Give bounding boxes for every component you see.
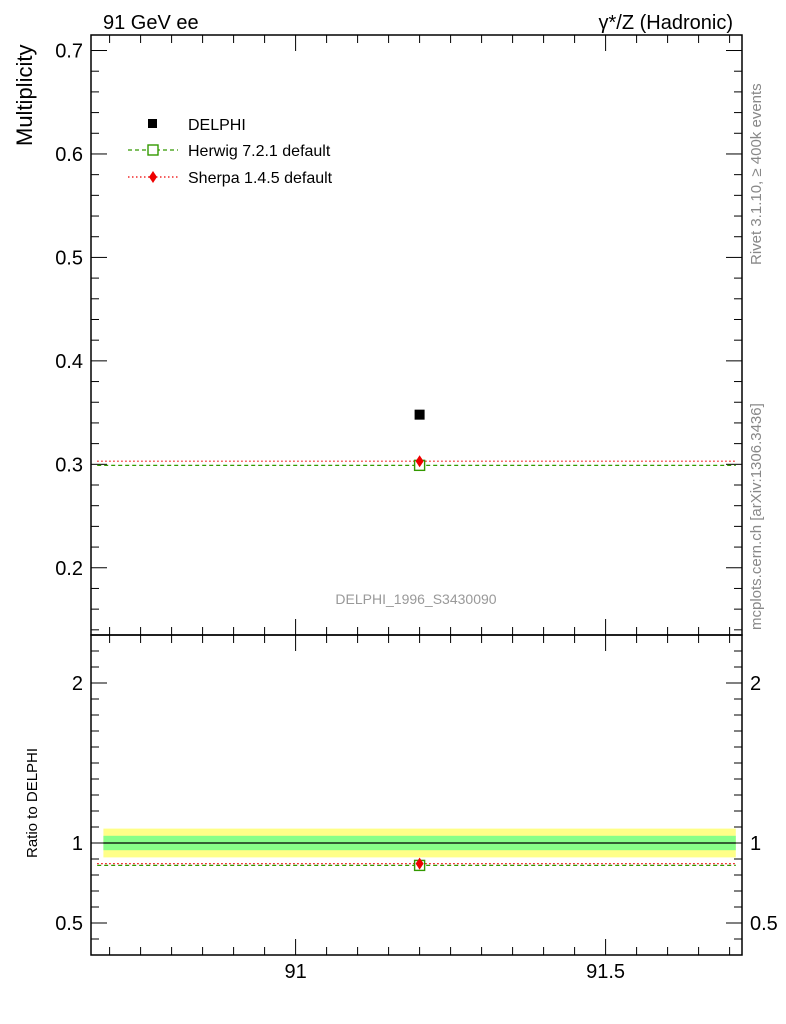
ratio-ytick-label-left: 2 bbox=[72, 673, 83, 695]
sherpa-point bbox=[415, 455, 424, 468]
main-ytick-label: 0.2 bbox=[55, 558, 83, 580]
legend-sherpa-marker bbox=[149, 171, 157, 183]
data-marks bbox=[97, 409, 736, 872]
legend-herwig-label: Herwig 7.2.1 default bbox=[188, 143, 331, 160]
axis-ticks: 0.2 0.3 0.4 0.5 0.6 0.7 91 91.5 0.5 0.5 1 1 2 2 bbox=[55, 35, 778, 983]
legend: DELPHI Herwig 7.2.1 default Sherpa 1.4.5… bbox=[128, 117, 333, 187]
mcplots-label: mcplots.cern.ch [arXiv:1306.3436] bbox=[748, 403, 765, 630]
main-ytick-label: 0.5 bbox=[55, 247, 83, 269]
xtick-label: 91 bbox=[284, 961, 306, 983]
ratio-ytick-label-right: 0.5 bbox=[750, 913, 778, 935]
legend-delphi-marker bbox=[148, 119, 157, 128]
ratio-ytick-label-left: 1 bbox=[72, 833, 83, 855]
ratio-ytick-label-right: 1 bbox=[750, 833, 761, 855]
main-ylabel: Multiplicity bbox=[12, 45, 37, 146]
main-ytick-label: 0.6 bbox=[55, 144, 83, 166]
ratio-sherpa-point bbox=[415, 857, 424, 870]
ratio-ylabel: Ratio to DELPHI bbox=[24, 748, 41, 858]
ratio-plot-frame bbox=[90, 634, 743, 956]
legend-sherpa-label: Sherpa 1.4.5 default bbox=[188, 170, 333, 187]
process-title: 91 GeV ee bbox=[103, 12, 199, 34]
process-subtitle: γ*/Z (Hadronic) bbox=[599, 12, 733, 34]
delphi-point bbox=[414, 409, 425, 420]
legend-delphi-label: DELPHI bbox=[188, 117, 246, 134]
main-ytick-label: 0.3 bbox=[55, 454, 83, 476]
xtick-label: 91.5 bbox=[586, 961, 625, 983]
analysis-watermark: DELPHI_1996_S3430090 bbox=[335, 591, 496, 607]
ratio-ytick-label-left: 0.5 bbox=[55, 913, 83, 935]
legend-herwig-marker bbox=[147, 144, 159, 156]
rivet-label: Rivet 3.1.10, ≥ 400k events bbox=[748, 83, 765, 265]
main-ytick-label: 0.4 bbox=[55, 351, 83, 373]
main-ytick-label: 0.7 bbox=[55, 41, 83, 63]
ratio-ytick-label-right: 2 bbox=[750, 673, 761, 695]
